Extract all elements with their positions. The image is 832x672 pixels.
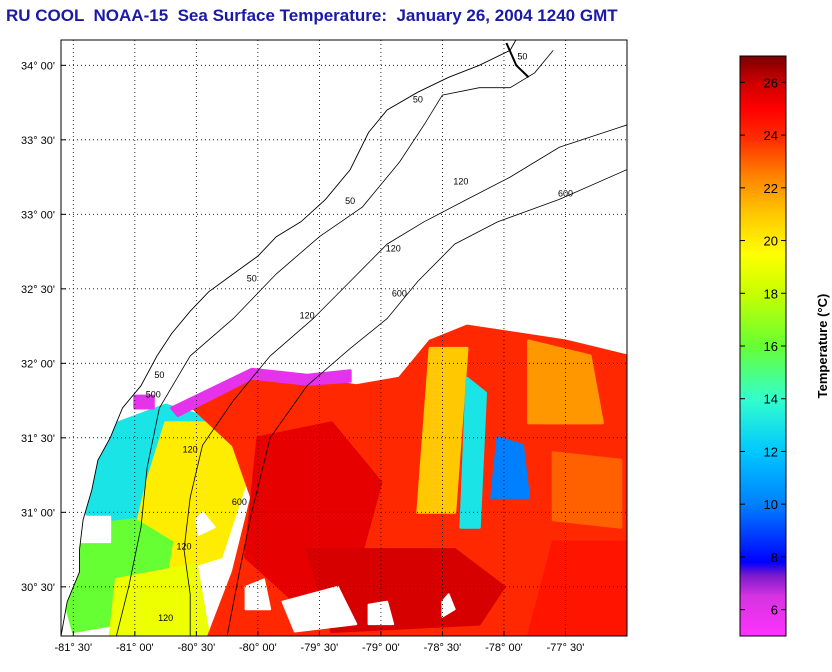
lat-tick-label: 32° 30' (21, 284, 55, 296)
colorbar-ticks: 6 8 10 12 14 16 18 20 22 24 26 (740, 75, 786, 618)
contour-label: 120 (386, 244, 401, 254)
colorbar-tick-label: 20 (764, 234, 778, 249)
colorbar-scale (739, 55, 787, 637)
cloud-mask (195, 511, 216, 536)
longitude-axis: -81° 30' -81° 00' -80° 30' -80° 00' -79° 30'… (54, 631, 584, 654)
cloud-mask-layer (72, 511, 456, 633)
lat-tick-label: 32° 00' (21, 358, 55, 370)
map-frame (60, 39, 628, 637)
sst-region (170, 367, 352, 417)
contour-label: 120 (300, 311, 315, 321)
map-plot-area: 50 50 50 50 50 120 120 120 120 120 120 600 600 600 500 (60, 39, 628, 637)
colorbar-tick-label: 10 (764, 497, 778, 512)
cloud-mask (441, 593, 456, 618)
lat-tick-label: 34° 00' (21, 60, 55, 72)
sst-region (490, 436, 531, 499)
sst-region (527, 540, 627, 636)
lon-tick-label: -81° 30' (54, 642, 92, 654)
colorbar-label: Temperature (°C) (815, 294, 830, 399)
colorbar-tick-label: 22 (764, 181, 778, 196)
map-title: RU COOL NOAA-15 Sea Surface Temperature:… (6, 6, 618, 25)
lat-tick-label: 31° 00' (21, 507, 55, 519)
colorbar-tick-label: 14 (764, 392, 778, 407)
contour-labels: 50 50 50 50 50 120 120 120 120 120 120 600 600 600 500 (146, 51, 573, 623)
lat-tick-label: 31° 30' (21, 433, 55, 445)
depth-contour (226, 169, 627, 636)
temperature-colorbar: 6 8 10 12 14 16 18 20 22 24 26 Temperature (°C) (739, 55, 830, 637)
lon-tick-label: -80° 30' (177, 642, 215, 654)
lon-tick-label: -81° 00' (116, 642, 154, 654)
colorbar-tick-label: 26 (764, 75, 778, 90)
colorbar-tick-label: 6 (771, 603, 778, 618)
lon-tick-label: -80° 00' (239, 642, 277, 654)
lon-tick-label: -78° 30' (424, 642, 462, 654)
lat-lon-grid (61, 40, 627, 636)
sst-region (108, 563, 211, 636)
lon-tick-label: -79° 30' (301, 642, 339, 654)
sst-region (459, 376, 487, 529)
contour-label: 120 (183, 445, 198, 455)
lon-tick-label: -78° 00' (485, 642, 523, 654)
contour-label: 600 (558, 188, 573, 198)
depth-contour (183, 124, 627, 636)
contour-label: 50 (517, 51, 527, 61)
coastline-island (505, 42, 530, 78)
sst-region (527, 339, 604, 425)
contour-label: 120 (158, 613, 173, 623)
lat-tick-label: 33° 30' (21, 135, 55, 147)
lat-tick-label: 33° 00' (21, 209, 55, 221)
contour-label: 600 (232, 497, 247, 507)
lat-tick-label: 30° 30' (21, 582, 55, 594)
contour-label: 120 (177, 542, 192, 552)
contour-label: 600 (392, 288, 407, 298)
lon-tick-label: -77° 30' (547, 642, 585, 654)
contour-label: 120 (453, 177, 468, 187)
contour-label: 50 (247, 273, 257, 283)
contour-label: 50 (154, 370, 164, 380)
contour-label: 50 (345, 196, 355, 206)
colorbar-tick-label: 16 (764, 339, 778, 354)
coastline-layer (61, 40, 530, 636)
lon-tick-label: -79° 00' (362, 642, 400, 654)
cloud-mask (281, 585, 358, 633)
contour-label: 500 (146, 390, 161, 400)
land-mass (61, 40, 516, 636)
coastline (61, 40, 517, 636)
sst-region (551, 451, 623, 529)
latitude-axis: 34° 00' 33° 30' 33° 00' 32° 30' 32° 00' 31° 3… (21, 60, 66, 594)
cloud-mask (244, 578, 272, 611)
colorbar-tick-label: 12 (764, 444, 778, 459)
colorbar-tick-label: 18 (764, 286, 778, 301)
colorbar-tick-label: 8 (771, 550, 778, 565)
sst-region (416, 346, 469, 514)
contour-label: 50 (413, 95, 423, 105)
colorbar-tick-label: 24 (764, 128, 778, 143)
